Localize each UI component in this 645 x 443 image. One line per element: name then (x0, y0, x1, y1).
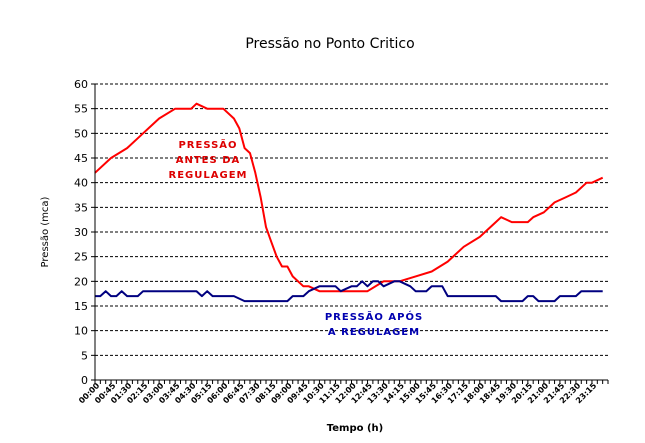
series-line-after-regulation (95, 280, 603, 303)
annotation-line: PRESSÃO APÓS (325, 310, 423, 323)
y-tick-label: 40 (74, 177, 88, 190)
annotation-line: A REGULAGEM (328, 327, 420, 338)
y-tick-label: 30 (74, 226, 88, 239)
y-tick-label: 50 (74, 127, 88, 140)
annotation-before-regulation: PRESSÃO ANTES DA REGULAGEM (169, 138, 248, 181)
series-lines (94, 102, 604, 303)
y-tick-label: 20 (74, 275, 88, 288)
y-axis-ticks: 0 5 10 15 20 25 30 35 40 45 50 55 60 (74, 78, 95, 387)
x-axis-title: Tempo (h) (327, 423, 383, 434)
annotation-line: REGULAGEM (169, 170, 248, 181)
y-axis-title: Pressão (mca) (40, 196, 51, 267)
annotation-line: ANTES DA (176, 155, 240, 166)
x-axis-ticks: 00:0000:4501:3002:1503:0003:4504:3005:15… (77, 380, 609, 405)
annotation-line: PRESSÃO (178, 138, 237, 151)
y-tick-label: 45 (74, 152, 88, 165)
y-tick-label: 10 (74, 325, 88, 338)
y-tick-label: 0 (81, 374, 88, 387)
y-tick-label: 60 (74, 78, 88, 91)
y-tick-label: 35 (74, 201, 88, 214)
y-tick-label: 5 (81, 349, 88, 362)
y-tick-label: 55 (74, 103, 88, 116)
chart-title: Pressão no Ponto Critico (245, 36, 414, 52)
y-tick-label: 25 (74, 251, 88, 264)
y-tick-label: 15 (74, 300, 88, 313)
series-line-before-regulation (94, 102, 604, 293)
annotation-after-regulation: PRESSÃO APÓS A REGULAGEM (325, 310, 423, 338)
